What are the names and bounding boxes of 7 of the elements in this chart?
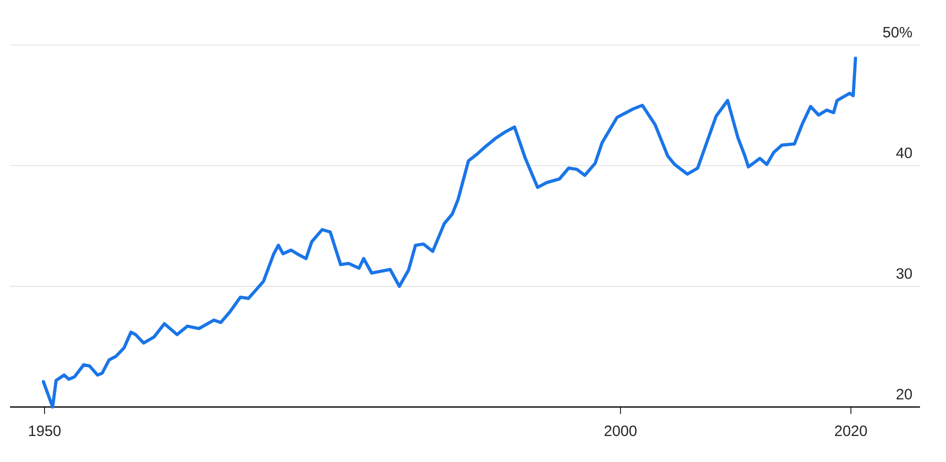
x-tick-label: 2020: [835, 426, 867, 436]
y-tick-label: 40: [896, 148, 912, 158]
x-tick-label: 1950: [29, 426, 61, 436]
y-tick-label: 20: [896, 388, 912, 400]
y-tick-label: 30: [896, 268, 912, 279]
y-tick-label: 50%: [883, 26, 912, 38]
x-tick-label: 2000: [604, 426, 637, 436]
